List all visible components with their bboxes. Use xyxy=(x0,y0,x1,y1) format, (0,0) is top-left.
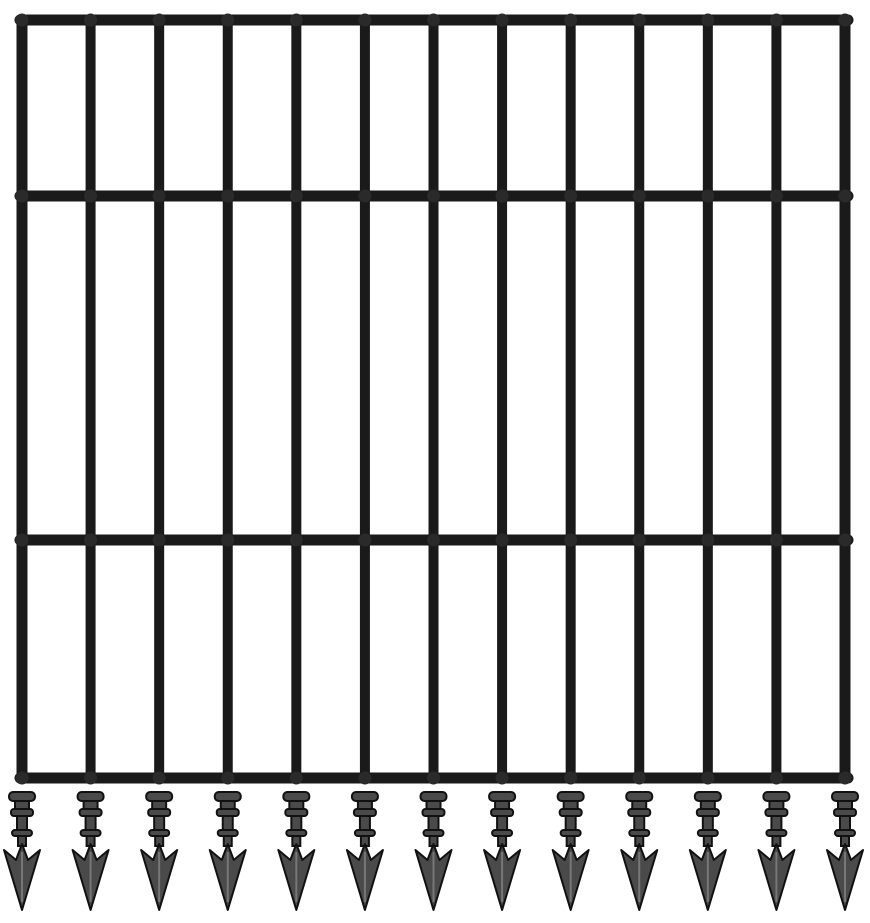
gate-rivet xyxy=(221,13,235,27)
gate-rivet xyxy=(152,13,166,27)
gate-spike-11 xyxy=(688,791,727,911)
gate-rivet xyxy=(289,771,303,785)
gate-rivet xyxy=(495,13,509,27)
gate-spike-2 xyxy=(71,791,110,911)
gate-rivet xyxy=(427,533,440,547)
gate-rivet xyxy=(152,189,166,203)
gate-rivet xyxy=(289,189,303,203)
gate-rivet xyxy=(632,13,646,27)
gate-rivet xyxy=(221,533,235,547)
gate-rivet xyxy=(632,533,646,547)
gate-rivet xyxy=(564,13,578,27)
gate-rivet xyxy=(838,771,852,785)
gate-rivet xyxy=(358,771,372,785)
gate-rivet xyxy=(495,189,509,203)
gate-rivet xyxy=(152,771,166,785)
gate-rivet xyxy=(427,13,440,27)
gate-spike-6 xyxy=(345,791,384,911)
gate-rivet xyxy=(427,771,440,785)
gate-rivet xyxy=(701,189,715,203)
gate-spike-8 xyxy=(483,791,522,911)
gate-rivet xyxy=(289,533,303,547)
gate-spike-4 xyxy=(208,791,247,911)
gate-spike-9 xyxy=(551,791,590,911)
gate-spikes xyxy=(3,791,864,911)
gate-rivet xyxy=(564,189,578,203)
gate-spike-3 xyxy=(140,791,179,911)
gate-rivet xyxy=(838,189,852,203)
gate-rivet xyxy=(84,771,98,785)
gate-rivet xyxy=(495,771,509,785)
gate-spike-13 xyxy=(826,791,864,911)
gate-rivet xyxy=(701,13,715,27)
gate-rivet xyxy=(769,771,783,785)
gate-rivet xyxy=(152,533,166,547)
gate-rivet xyxy=(838,13,852,27)
gate-rivet xyxy=(15,13,29,27)
gate-rivet xyxy=(564,533,578,547)
gate-rivet xyxy=(221,189,235,203)
gate-rivet xyxy=(495,533,509,547)
gate-rivet xyxy=(15,533,29,547)
gate-rivet xyxy=(84,13,98,27)
gate-rivet xyxy=(15,189,29,203)
gate-rivet xyxy=(769,189,783,203)
gate-rivet xyxy=(84,189,98,203)
gate-rivet xyxy=(701,533,715,547)
gate-vertical-bars xyxy=(16,14,851,784)
gate-horizontal-rails xyxy=(14,13,854,785)
gate-rivet xyxy=(769,13,783,27)
gate-rivet xyxy=(15,771,29,785)
gate-rivet xyxy=(221,771,235,785)
gate-rivet xyxy=(701,771,715,785)
gate-rivet xyxy=(564,771,578,785)
gate-rivet xyxy=(632,189,646,203)
gate-rivet xyxy=(358,533,372,547)
gate-rivet xyxy=(358,189,372,203)
gate-rivet xyxy=(289,13,303,27)
gate-rivet xyxy=(358,13,372,27)
gate-rivet xyxy=(838,533,852,547)
gate-rivet xyxy=(632,771,646,785)
gate-rivet xyxy=(84,533,98,547)
gate-spike-10 xyxy=(620,791,659,911)
gate-rivet xyxy=(427,189,440,203)
gate-spike-1 xyxy=(3,791,41,911)
gate-rivet xyxy=(769,533,783,547)
gate-spike-5 xyxy=(277,791,316,911)
gate-spike-7 xyxy=(414,791,453,911)
gate-spike-12 xyxy=(757,791,796,911)
